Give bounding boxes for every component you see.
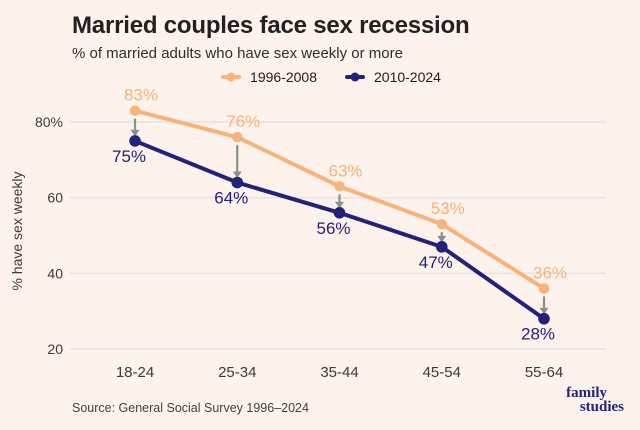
decline-arrow-head-icon	[437, 235, 447, 243]
legend-line-dot-icon	[345, 72, 365, 82]
data-point-1996-2008	[334, 181, 345, 192]
value-label: 75%	[112, 147, 146, 166]
legend-item-1996-2008: 1996-2008	[221, 69, 317, 85]
decline-arrow-head-icon	[335, 201, 344, 209]
page-title: Married couples face sex recession	[72, 12, 470, 39]
value-label: 83%	[124, 86, 158, 105]
y-tick-label: 80%	[35, 114, 63, 130]
x-tick-label: 55-64	[525, 364, 563, 381]
value-label: 28%	[521, 325, 555, 344]
data-point-1996-2008	[436, 218, 447, 230]
value-label: 36%	[533, 263, 567, 282]
legend-item-2010-2024: 2010-2024	[345, 69, 441, 85]
value-label: 63%	[328, 161, 362, 180]
data-point-2010-2024	[435, 241, 448, 253]
value-label: 76%	[226, 112, 260, 131]
x-tick-label: 45-54	[423, 364, 461, 381]
value-label: 53%	[431, 199, 465, 218]
value-label: 56%	[316, 219, 350, 238]
legend-label: 2010-2024	[374, 69, 441, 85]
data-point-1996-2008	[538, 283, 550, 294]
decline-arrow-head-icon	[232, 171, 242, 179]
data-point-2010-2024	[231, 176, 244, 189]
data-point-2010-2024	[129, 135, 141, 147]
logo-line-2: studies	[579, 399, 624, 415]
y-tick-label: 60	[47, 190, 63, 206]
value-label: 47%	[419, 253, 453, 272]
data-point-2010-2024	[333, 207, 346, 219]
family-studies-logo: family studies	[566, 385, 624, 415]
source-note: Source: General Social Survey 1996–2024	[72, 401, 309, 415]
chart-subtitle: % of married adults who have sex weekly …	[72, 45, 403, 62]
decline-arrow-head-icon	[130, 129, 140, 137]
data-point-2010-2024	[538, 312, 550, 325]
logo-line-1: family	[566, 385, 607, 401]
y-tick-label: 40	[47, 265, 63, 281]
y-axis-title: % have sex weekly	[9, 171, 25, 290]
legend: 1996-2008 2010-2024	[11, 69, 640, 85]
legend-label: 1996-2008	[250, 69, 317, 85]
legend-line-dot-icon	[221, 72, 242, 82]
x-tick-label: 18-24	[116, 364, 154, 381]
y-tick-label: 20	[47, 341, 63, 357]
data-point-1996-2008	[232, 131, 243, 143]
x-tick-label: 35-44	[320, 364, 358, 381]
value-label: 64%	[214, 189, 248, 208]
decline-arrow-head-icon	[539, 307, 549, 315]
x-tick-label: 25-34	[218, 364, 256, 381]
data-point-1996-2008	[129, 105, 141, 116]
